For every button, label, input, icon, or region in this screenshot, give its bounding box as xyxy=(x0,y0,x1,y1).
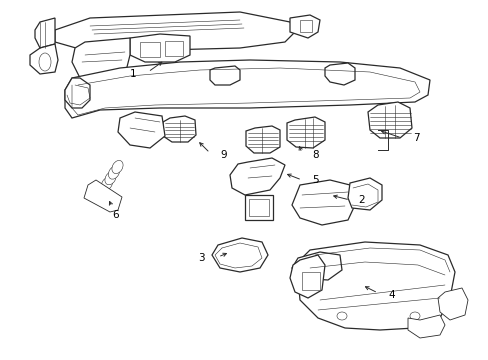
Polygon shape xyxy=(289,255,325,298)
Text: 6: 6 xyxy=(112,210,119,220)
Text: 4: 4 xyxy=(387,290,394,300)
Polygon shape xyxy=(289,15,319,38)
Polygon shape xyxy=(163,116,196,142)
Polygon shape xyxy=(30,44,58,74)
Ellipse shape xyxy=(112,161,123,174)
Polygon shape xyxy=(291,252,341,280)
Bar xyxy=(248,199,268,216)
Bar xyxy=(302,272,319,290)
Text: 9: 9 xyxy=(220,150,226,160)
Text: 8: 8 xyxy=(311,150,318,160)
Polygon shape xyxy=(65,60,429,118)
Text: 1: 1 xyxy=(130,69,136,79)
Ellipse shape xyxy=(98,183,109,196)
Polygon shape xyxy=(55,12,294,52)
Polygon shape xyxy=(325,63,354,85)
Polygon shape xyxy=(118,112,164,148)
Bar xyxy=(299,20,311,32)
Text: 2: 2 xyxy=(357,195,364,205)
Polygon shape xyxy=(367,102,411,138)
Ellipse shape xyxy=(105,172,116,185)
Polygon shape xyxy=(245,126,280,153)
Polygon shape xyxy=(130,34,190,62)
Polygon shape xyxy=(65,78,90,108)
Polygon shape xyxy=(84,180,122,212)
Ellipse shape xyxy=(94,188,105,202)
Polygon shape xyxy=(437,288,467,320)
Polygon shape xyxy=(347,178,381,210)
Polygon shape xyxy=(212,238,267,272)
Polygon shape xyxy=(209,66,240,85)
Polygon shape xyxy=(291,180,354,225)
Text: 5: 5 xyxy=(311,175,318,185)
Ellipse shape xyxy=(336,312,346,320)
Polygon shape xyxy=(35,18,55,48)
Ellipse shape xyxy=(101,177,112,190)
Polygon shape xyxy=(286,117,325,148)
Polygon shape xyxy=(229,158,285,195)
Bar xyxy=(140,42,160,57)
Text: 3: 3 xyxy=(198,253,204,263)
Polygon shape xyxy=(72,38,130,82)
Text: 7: 7 xyxy=(412,133,419,143)
Ellipse shape xyxy=(108,166,120,179)
Ellipse shape xyxy=(39,53,51,71)
Ellipse shape xyxy=(409,312,419,320)
Bar xyxy=(244,195,272,220)
Polygon shape xyxy=(407,315,444,338)
Bar xyxy=(164,41,183,56)
Polygon shape xyxy=(297,242,454,330)
